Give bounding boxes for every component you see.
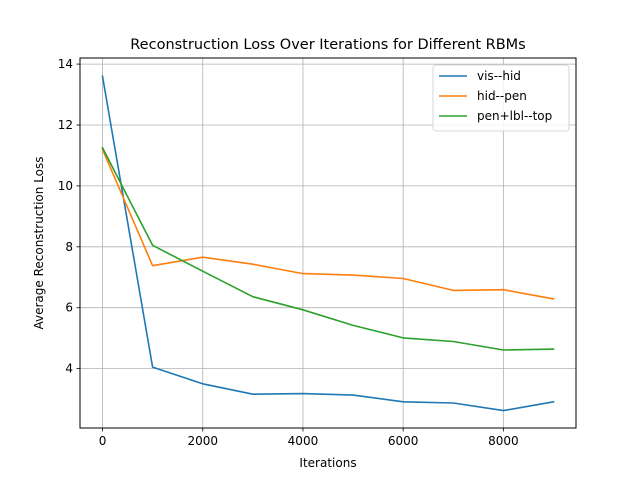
x-tick-label: 4000 [288, 434, 319, 448]
series-line-vis-hid [101, 75, 555, 412]
legend-box [432, 64, 570, 132]
series-line-hid-pen [101, 148, 555, 300]
legend-label: hid--pen [477, 89, 527, 103]
x-axis: 0 2000 4000 6000 8000 [99, 428, 519, 448]
series-line-pen-lbl-top [101, 146, 555, 351]
y-tick-label: 6 [65, 301, 73, 315]
x-tick-label: 2000 [187, 434, 218, 448]
y-tick-label: 4 [65, 362, 73, 376]
legend-label: pen+lbl--top [477, 109, 552, 123]
y-tick-label: 10 [58, 179, 73, 193]
x-tick-label: 0 [99, 434, 107, 448]
chart-title: Reconstruction Loss Over Iterations for … [130, 37, 525, 53]
y-tick-label: 12 [58, 118, 73, 132]
series-lines [101, 75, 555, 412]
y-axis-label: Average Reconstruction Loss [32, 156, 46, 329]
legend: vis--hid hid--pen pen+lbl--top [432, 64, 570, 132]
legend-label: vis--hid [477, 69, 521, 83]
y-axis: 4 6 8 10 12 14 [58, 57, 80, 376]
x-axis-label: Iterations [299, 456, 356, 470]
y-tick-label: 14 [58, 57, 73, 71]
x-tick-label: 8000 [488, 434, 519, 448]
plot-frame [79, 57, 577, 429]
y-tick-label: 8 [65, 240, 73, 254]
x-tick-label: 6000 [388, 434, 419, 448]
